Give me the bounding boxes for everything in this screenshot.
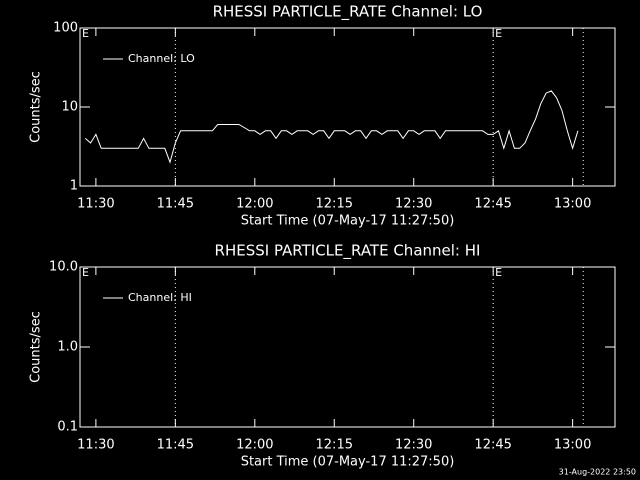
annotation: E — [82, 27, 89, 40]
x-tick-label: 13:00 — [554, 438, 591, 453]
annotation: E — [82, 266, 89, 279]
y-tick-label: 1.0 — [57, 340, 78, 355]
x-tick-label: 12:00 — [236, 197, 273, 212]
x-axis-label: Start Time (07-May-17 11:27:50) — [241, 214, 455, 229]
x-tick-label: 12:15 — [316, 438, 353, 453]
y-axis-label: Counts/sec — [29, 311, 44, 383]
annotation: E — [495, 266, 502, 279]
x-tick-label: 12:30 — [395, 438, 432, 453]
y-tick-label: 100 — [53, 21, 78, 36]
x-tick-label: 12:15 — [316, 197, 353, 212]
y-axis-label: Counts/sec — [29, 71, 44, 143]
y-tick-label: 0.1 — [57, 420, 78, 435]
legend-label: Channel: HI — [128, 291, 192, 304]
y-tick-label: 10 — [61, 100, 78, 115]
legend-label: Channel: LO — [128, 52, 195, 65]
x-tick-label: 12:45 — [474, 197, 511, 212]
x-tick-label: 11:30 — [77, 438, 114, 453]
y-tick-label: 10.0 — [49, 260, 78, 275]
annotation: E — [495, 27, 502, 40]
x-tick-label: 13:00 — [554, 197, 591, 212]
x-tick-label: 12:45 — [474, 438, 511, 453]
x-tick-label: 11:45 — [157, 197, 194, 212]
x-axis-label: Start Time (07-May-17 11:27:50) — [241, 455, 455, 470]
chart-title: RHESSI PARTICLE_RATE Channel: HI — [215, 242, 481, 261]
x-tick-label: 12:30 — [395, 197, 432, 212]
x-tick-label: 11:30 — [77, 197, 114, 212]
data-line — [84, 90, 579, 164]
x-tick-label: 12:00 — [236, 438, 273, 453]
chart-title: RHESSI PARTICLE_RATE Channel: LO — [213, 3, 483, 22]
footer: 31-Aug-2022 23:50 — [559, 468, 636, 477]
x-tick-label: 11:45 — [157, 438, 194, 453]
y-tick-label: 1 — [70, 179, 78, 194]
